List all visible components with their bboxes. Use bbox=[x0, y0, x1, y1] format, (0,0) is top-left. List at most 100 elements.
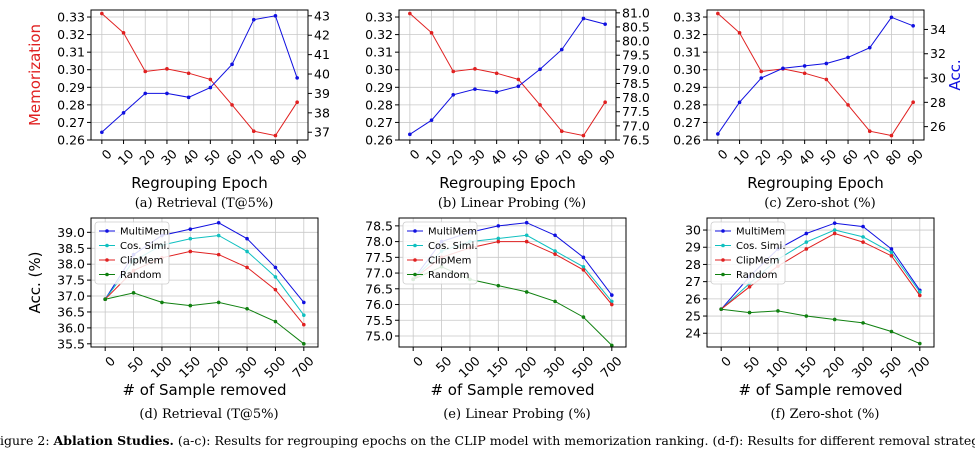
chart-3-series-3-point bbox=[245, 306, 249, 311]
chart-1-series-1-line bbox=[409, 17, 606, 135]
chart-4-xlabel: # of Sample removed bbox=[430, 381, 594, 399]
chart-3-legend-box bbox=[94, 221, 170, 285]
chart-0-series-1-point bbox=[208, 85, 213, 90]
chart-5-ytick-left-label: 27 bbox=[685, 274, 701, 289]
chart-4-legend-label: Cos. Simi. bbox=[428, 241, 478, 252]
chart-4-ytick-left-label: 78.5 bbox=[365, 218, 393, 233]
chart-1-xtick-label: 60 bbox=[531, 146, 553, 168]
chart-4-ytick-left-label: 77.0 bbox=[365, 266, 393, 281]
chart-1-series-0-line bbox=[409, 13, 606, 137]
chart-1-xtick-label: 50 bbox=[509, 146, 531, 168]
chart-3-series-2-point bbox=[188, 249, 193, 254]
chart-3-ytick-left-label: 36.5 bbox=[57, 304, 85, 319]
chart-0-ytick-right-label: 41 bbox=[314, 47, 330, 62]
chart-3-series-2-point bbox=[273, 287, 278, 292]
chart-1-series-1-point bbox=[408, 132, 412, 137]
caption-d: (d) Retrieval (T@5%) bbox=[139, 407, 279, 422]
chart-1-series-0-point bbox=[516, 77, 521, 82]
chart-1-series-0-point bbox=[581, 133, 586, 138]
chart-0-series-0-point bbox=[165, 67, 169, 71]
chart-0-ytick-left-label: 0.33 bbox=[57, 10, 85, 25]
chart-0-xtick-label: 50 bbox=[201, 146, 223, 168]
chart-2-frame bbox=[706, 9, 925, 141]
chart-2-series-1-point bbox=[824, 61, 829, 66]
chart-5-xtick-label: 700 bbox=[905, 353, 933, 381]
chart-3-xtick-label: 200 bbox=[204, 353, 232, 381]
chart-0-series-0-point bbox=[273, 133, 278, 138]
chart-3-legend-marker bbox=[105, 258, 109, 262]
chart-2-series-1-point bbox=[846, 55, 850, 60]
chart-1-series-0-point bbox=[559, 129, 564, 134]
chart-3-series-0-point bbox=[302, 300, 306, 305]
chart-1-series-1-point bbox=[538, 67, 542, 72]
chart-4-xtick-label: 200 bbox=[512, 353, 540, 381]
chart-1-xtick-label: 0 bbox=[407, 146, 423, 162]
chart-1-series-1-point bbox=[603, 22, 607, 26]
caption-b: (b) Linear Probing (%) bbox=[437, 196, 587, 211]
chart-5-legend-label: ClipMem bbox=[736, 256, 779, 267]
chart-5-frame bbox=[706, 217, 935, 348]
chart-5-ytick-left-label: 28 bbox=[685, 257, 701, 272]
chart-3-series-1-point bbox=[188, 236, 193, 241]
chart-5-series-3-point bbox=[918, 341, 922, 346]
chart-1-series-0-point bbox=[429, 31, 434, 35]
chart-5-ytick-left-label: 24 bbox=[685, 326, 701, 341]
chart-2-xtick-label: 40 bbox=[796, 146, 818, 168]
chart-5-legend-box bbox=[710, 221, 786, 285]
chart-1-ytick-right-label: 79.0 bbox=[622, 62, 650, 77]
chart-2-xtick-label: 80 bbox=[883, 146, 905, 168]
chart-4-series-1-point bbox=[496, 236, 501, 241]
chart-1-series-1-point bbox=[429, 118, 434, 123]
chart-1-ytick-right-label: 76.5 bbox=[622, 133, 650, 148]
chart-2-xtick-label: 30 bbox=[774, 146, 796, 168]
chart-4-legend-marker bbox=[413, 272, 417, 277]
chart-5-legend-label: MultiMem bbox=[736, 227, 785, 238]
chart-1-ytick-right-label: 79.5 bbox=[622, 48, 650, 63]
chart-1-series-1-point bbox=[516, 84, 521, 89]
chart-4-legend-box bbox=[402, 221, 478, 285]
chart-5-xtick-label: 100 bbox=[763, 353, 791, 381]
chart-0-ytick-right-label: 40 bbox=[314, 67, 330, 82]
chart-4-series-1-point bbox=[553, 249, 557, 253]
chart-0-series-1-point bbox=[165, 91, 169, 96]
chart-5-legend-marker bbox=[721, 229, 725, 233]
chart-4-series-2-point bbox=[610, 302, 614, 307]
chart-3-xtick-label: 300 bbox=[232, 353, 260, 381]
chart-2-series-1-point bbox=[802, 64, 807, 68]
chart-3-xtick-label: 50 bbox=[125, 353, 147, 375]
chart-3-series-3-point bbox=[273, 319, 278, 324]
chart-1-xtick-label: 70 bbox=[553, 146, 575, 168]
chart-3-series-1-point bbox=[273, 275, 278, 279]
chart-5-xlabel: # of Sample removed bbox=[738, 381, 902, 399]
chart-0-series-0-point bbox=[143, 69, 148, 74]
chart-4-legend-marker bbox=[413, 258, 417, 262]
chart-2-series-0-point bbox=[802, 71, 807, 76]
chart-2-series-0-point bbox=[716, 11, 720, 16]
chart-4-legend-marker bbox=[413, 243, 417, 248]
chart-4-series-3-point bbox=[496, 283, 501, 288]
chart-0-xtick-label: 30 bbox=[158, 146, 180, 168]
chart-4-series-0-point bbox=[496, 224, 501, 228]
chart-5-series-3-point bbox=[719, 307, 723, 311]
chart-0-series-0-point bbox=[208, 77, 213, 82]
chart-0-series-0-point bbox=[186, 71, 191, 76]
chart-1-ytick-right-label: 81.0 bbox=[622, 5, 650, 20]
chart-1-xtick-label: 30 bbox=[466, 146, 488, 168]
chart-3-ytick-left-label: 37.5 bbox=[57, 273, 85, 288]
chart-5-series-3-point bbox=[776, 309, 780, 313]
chart-1-ytick-right-label: 78.0 bbox=[622, 90, 650, 105]
chart-1-ytick-right-label: 77.0 bbox=[622, 118, 650, 133]
chart-3-ytick-left-label: 39.0 bbox=[57, 225, 85, 240]
chart-3-series-3-point bbox=[216, 300, 221, 305]
chart-5-series-1-point bbox=[889, 250, 894, 255]
chart-1-series-1-point bbox=[559, 47, 564, 52]
chart-0-ytick-left-label: 0.26 bbox=[57, 133, 85, 148]
chart-3-legend-label: MultiMem bbox=[120, 227, 169, 238]
chart-0-ylabel-left: Memorization bbox=[26, 24, 44, 126]
chart-4-series-1-point bbox=[581, 264, 586, 269]
chart-3-legend-marker bbox=[105, 272, 109, 277]
chart-0-xtick-label: 0 bbox=[99, 146, 115, 162]
chart-4-ytick-left-label: 78.0 bbox=[365, 234, 393, 249]
chart-0-series-1-point bbox=[121, 111, 126, 115]
chart-0-xtick-label: 90 bbox=[288, 146, 310, 168]
